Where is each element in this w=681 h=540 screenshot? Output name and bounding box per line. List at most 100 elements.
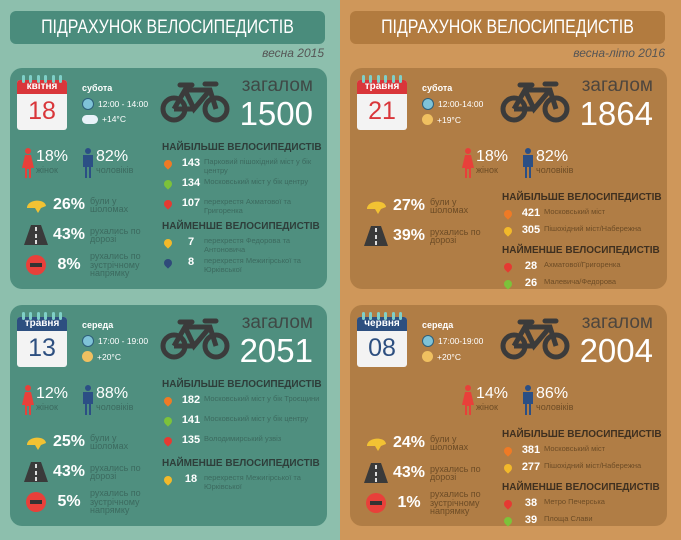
stat-row: 43% рухались по дорозі [364,458,498,488]
ring [22,75,25,83]
female-share: 14% жінок [462,385,508,420]
total-count: загалом 1864 [580,76,653,132]
temperature: +20°C [97,351,121,362]
most-cyclists-heading: НАЙБІЛЬШЕ ВЕЛОСИПЕДИСТІВ [162,379,322,390]
calendar-icon: червня 08 [357,312,407,367]
location-count: 277 [521,461,541,473]
no-entry-icon [364,493,388,513]
session-info: субота 12:00-14:00 +19°C [422,83,498,129]
calendar-rings [362,75,402,83]
session-info: середа 17:00 - 19:00 +20°C [82,320,158,366]
location-item: 18 перехрестя Межигірської та Юрківської [162,473,322,493]
least-cyclists-heading: НАЙМЕНШЕ ВЕЛОСИПЕДИСТІВ [502,482,660,493]
male-text: 82% чоловіків [536,148,573,175]
session-info: середа 17:00-19:00 +20°C [422,320,498,366]
bicycle-icon [500,317,570,366]
location-item: 134 Московський міст у бік центру [162,177,322,197]
stat-row: 1% рухались по зустрічному напрямку [364,488,498,518]
stat-label: рухались по зустрічному напрямку [90,488,141,516]
female-text: 14% жінок [476,385,508,412]
bicycle-icon [160,317,230,366]
stat-percent: 1% [397,494,421,511]
season-subtitle: весна 2015 [262,46,324,60]
stats-list: 27% були у шоломах 39% рухались по дорозі [364,191,498,251]
location-name: Московський міст [544,207,606,216]
ring [362,75,365,83]
female-icon [462,148,474,183]
total-number: 1500 [239,95,313,132]
total-label: загалом [581,75,653,96]
calendar-day: 21 [368,97,396,125]
stat-percent: 39% [392,227,426,244]
section-2016: ПІДРАХУНОК ВЕЛОСИПЕДИСТІВ весна-літо 2016… [340,0,681,540]
map-pin-icon [162,435,174,447]
ring [369,75,373,83]
location-item: 135 Володимирський узвіз [162,434,322,454]
map-pin-icon [162,474,174,486]
male-share: 86% чоловіків [522,385,573,420]
time-row: 17:00 - 19:00 [82,335,158,347]
locations: НАЙБІЛЬШЕ ВЕЛОСИПЕДИСТІВ 182 Московський м… [162,375,322,493]
map-pin-icon [502,515,514,527]
locations: НАЙБІЛЬШЕ ВЕЛОСИПЕДИСТІВ 381 Московський м… [502,425,662,531]
map-pin-icon [162,257,174,269]
stat-label: рухались по дорозі [90,225,141,244]
road-icon [24,462,48,482]
clock-icon [422,335,434,347]
clock-icon [422,98,434,110]
male-label: чоловіків [536,402,574,412]
location-count: 141 [181,414,201,426]
female-icon [22,385,34,420]
least-cyclists-heading: НАЙМЕНШЕ ВЕЛОСИПЕДИСТІВ [162,458,320,469]
location-count: 381 [521,444,541,456]
stat-percent: 24% [392,434,426,451]
ring [44,312,48,320]
male-share: 82% чоловіків [522,148,573,183]
bicycle-icon [500,80,570,129]
time-range: 17:00 - 19:00 [98,336,149,346]
ring [384,75,388,83]
location-count: 143 [181,157,201,169]
stat-row: 27% були у шоломах [364,191,498,221]
ring [58,75,62,83]
female-icon [462,385,474,420]
male-share: 88% чоловіків [82,385,133,420]
least-cyclists-heading: НАЙМЕНШЕ ВЕЛОСИПЕДИСТІВ [502,245,660,256]
map-pin-icon [502,498,514,510]
male-label: чоловіків [96,165,134,175]
sun-icon [422,351,433,362]
location-item: 143 Парковий пішохідний міст у бік центру [162,157,322,177]
location-item: 277 Пішохідний міст/Набережна [502,461,662,478]
location-count: 38 [524,497,538,509]
total-number: 1864 [579,95,653,132]
stat-percent: 26% [52,196,86,213]
female-share: 18% жінок [462,148,508,183]
location-count: 107 [181,197,201,209]
ring [376,75,380,83]
female-share: 12% жінок [22,385,68,420]
location-count: 28 [524,260,538,272]
ring [22,312,25,320]
male-text: 82% чоловіків [96,148,133,175]
male-percent: 82% [536,148,569,165]
map-pin-icon [162,158,174,170]
temperature: +19°C [437,114,461,125]
location-name: Площа Слави [544,514,593,523]
most-cyclists-heading: НАЙБІЛЬШЕ ВЕЛОСИПЕДИСТІВ [162,142,322,153]
female-percent: 18% [476,148,509,165]
section-2015: ПІДРАХУНОК ВЕЛОСИПЕДИСТІВ весна 2015 квітн… [0,0,340,540]
gender-split: 18% жінок 82% чоловіків [22,148,133,183]
page-title: ПІДРАХУНОК ВЕЛОСИПЕДИСТІВ [41,17,294,38]
stat-row: 25% були у шоломах [24,427,158,457]
helmet-icon [364,433,388,453]
ring [29,75,33,83]
calendar-rings [362,312,402,320]
female-label: жінок [36,165,58,175]
stats-list: 24% були у шоломах 43% рухались по дорозі 1%… [364,428,498,518]
stat-label: були у шоломах [430,196,469,215]
no-entry-icon [24,492,48,512]
location-count: 134 [181,177,201,189]
weather-row: +20°C [82,351,158,362]
stat-label: рухались по зустрічному напрямку [90,251,141,279]
locations: НАЙБІЛЬШЕ ВЕЛОСИПЕДИСТІВ 143 Парковий пішо… [162,138,322,276]
